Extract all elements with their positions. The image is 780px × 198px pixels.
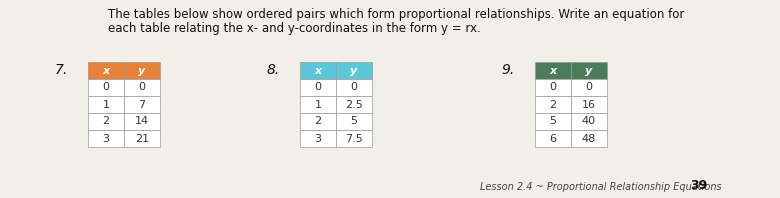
Bar: [124, 62, 160, 79]
Bar: [535, 79, 571, 96]
Bar: [300, 79, 336, 96]
Text: The tables below show ordered pairs which form proportional relationships. Write: The tables below show ordered pairs whic…: [108, 8, 684, 21]
Text: 1: 1: [314, 100, 321, 109]
Text: 7.5: 7.5: [345, 133, 363, 144]
Bar: [571, 62, 607, 79]
Text: 40: 40: [582, 116, 596, 127]
Bar: [88, 96, 124, 113]
Text: 39: 39: [690, 179, 707, 192]
Bar: [336, 113, 372, 130]
Bar: [124, 96, 160, 113]
Bar: [336, 62, 372, 79]
Text: 0: 0: [102, 83, 109, 92]
Bar: [571, 130, 607, 147]
Bar: [336, 130, 372, 147]
Text: 0: 0: [314, 83, 321, 92]
Text: 0: 0: [586, 83, 593, 92]
Text: 0: 0: [350, 83, 357, 92]
Bar: [300, 130, 336, 147]
Bar: [571, 79, 607, 96]
Bar: [88, 113, 124, 130]
Text: 8.: 8.: [267, 64, 280, 77]
Text: y: y: [350, 66, 357, 75]
Bar: [300, 96, 336, 113]
Text: 9.: 9.: [502, 64, 515, 77]
Bar: [535, 62, 571, 79]
Bar: [535, 113, 571, 130]
Bar: [336, 79, 372, 96]
Bar: [300, 113, 336, 130]
Text: x: x: [314, 66, 321, 75]
Text: Lesson 2.4 ~ Proportional Relationship Equations: Lesson 2.4 ~ Proportional Relationship E…: [480, 182, 722, 192]
Bar: [571, 113, 607, 130]
Text: y: y: [138, 66, 146, 75]
Bar: [535, 130, 571, 147]
Bar: [336, 96, 372, 113]
Text: x: x: [549, 66, 557, 75]
Text: 0: 0: [139, 83, 146, 92]
Text: 5: 5: [350, 116, 357, 127]
Bar: [88, 79, 124, 96]
Text: 16: 16: [582, 100, 596, 109]
Bar: [124, 79, 160, 96]
Text: each table relating the x- and y-coordinates in the form y = rx.: each table relating the x- and y-coordin…: [108, 22, 480, 35]
Bar: [535, 96, 571, 113]
Text: 5: 5: [549, 116, 556, 127]
Text: 2: 2: [314, 116, 321, 127]
Text: x: x: [102, 66, 109, 75]
Text: 2: 2: [102, 116, 109, 127]
Text: 7.: 7.: [55, 64, 68, 77]
Text: 6: 6: [549, 133, 556, 144]
Bar: [88, 62, 124, 79]
Text: 0: 0: [549, 83, 556, 92]
Text: 2: 2: [549, 100, 557, 109]
Text: 7: 7: [138, 100, 146, 109]
Text: 3: 3: [102, 133, 109, 144]
Bar: [571, 96, 607, 113]
Text: 48: 48: [582, 133, 596, 144]
Text: 3: 3: [314, 133, 321, 144]
Text: 1: 1: [102, 100, 109, 109]
Bar: [300, 62, 336, 79]
Text: 14: 14: [135, 116, 149, 127]
Text: 2.5: 2.5: [345, 100, 363, 109]
Text: y: y: [585, 66, 593, 75]
Text: 21: 21: [135, 133, 149, 144]
Bar: [124, 113, 160, 130]
Bar: [124, 130, 160, 147]
Bar: [88, 130, 124, 147]
